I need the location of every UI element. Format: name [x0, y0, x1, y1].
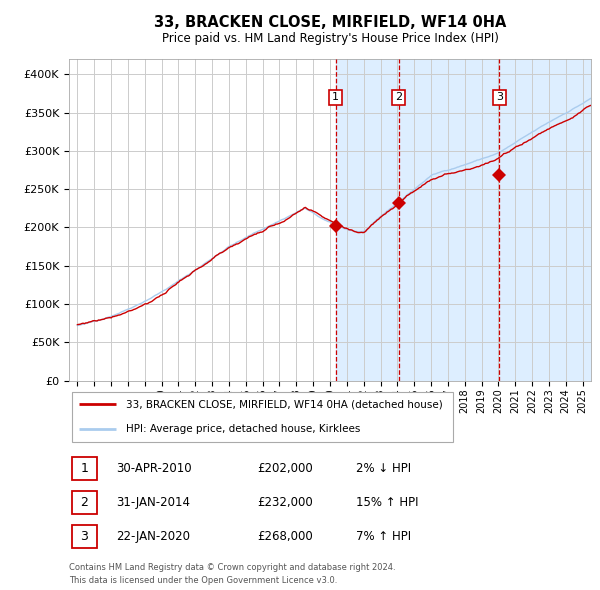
Text: HPI: Average price, detached house, Kirklees: HPI: Average price, detached house, Kirk…: [127, 424, 361, 434]
FancyBboxPatch shape: [71, 525, 97, 548]
Text: Contains HM Land Registry data © Crown copyright and database right 2024.: Contains HM Land Registry data © Crown c…: [69, 563, 395, 572]
Text: £232,000: £232,000: [257, 496, 313, 509]
Text: 2: 2: [395, 92, 402, 102]
Text: 3: 3: [496, 92, 503, 102]
FancyBboxPatch shape: [71, 457, 97, 480]
Text: 1: 1: [332, 92, 339, 102]
Text: 31-JAN-2014: 31-JAN-2014: [116, 496, 190, 509]
Text: 3: 3: [80, 530, 88, 543]
Text: 7% ↑ HPI: 7% ↑ HPI: [356, 530, 411, 543]
Text: 2: 2: [80, 496, 88, 509]
Text: £268,000: £268,000: [257, 530, 313, 543]
Text: 33, BRACKEN CLOSE, MIRFIELD, WF14 0HA (detached house): 33, BRACKEN CLOSE, MIRFIELD, WF14 0HA (d…: [127, 399, 443, 409]
FancyBboxPatch shape: [71, 392, 452, 442]
Text: This data is licensed under the Open Government Licence v3.0.: This data is licensed under the Open Gov…: [69, 576, 337, 585]
Text: 33, BRACKEN CLOSE, MIRFIELD, WF14 0HA: 33, BRACKEN CLOSE, MIRFIELD, WF14 0HA: [154, 15, 506, 30]
Text: 22-JAN-2020: 22-JAN-2020: [116, 530, 190, 543]
Text: 2% ↓ HPI: 2% ↓ HPI: [356, 462, 411, 475]
Text: £202,000: £202,000: [257, 462, 313, 475]
Text: 1: 1: [80, 462, 88, 475]
Text: 30-APR-2010: 30-APR-2010: [116, 462, 191, 475]
Text: 15% ↑ HPI: 15% ↑ HPI: [356, 496, 419, 509]
Bar: [335, 59, 591, 381]
FancyBboxPatch shape: [71, 490, 97, 514]
Text: Price paid vs. HM Land Registry's House Price Index (HPI): Price paid vs. HM Land Registry's House …: [161, 32, 499, 45]
